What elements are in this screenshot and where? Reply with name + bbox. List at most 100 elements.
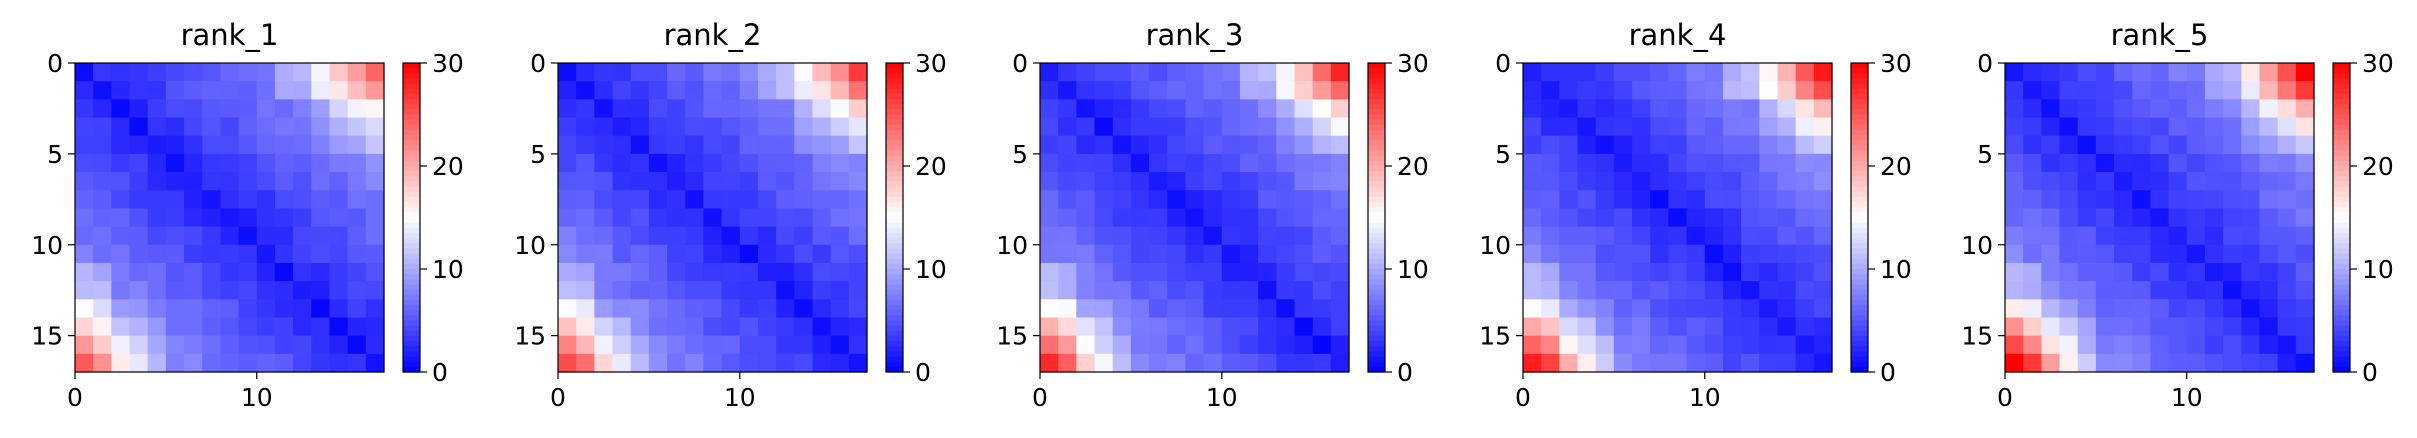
heatmap-cell	[1777, 135, 1797, 155]
colorbar-segment	[1368, 351, 1385, 358]
heatmap-cell	[1040, 299, 1059, 319]
heatmap-cell	[2241, 190, 2261, 210]
heatmap-cell	[703, 81, 723, 100]
heatmap-cell	[612, 335, 632, 355]
colorbar-segment	[886, 274, 903, 280]
heatmap-cell	[1759, 117, 1779, 137]
heatmap-cell	[794, 172, 814, 191]
heatmap-cell	[1813, 172, 1833, 191]
heatmap-cell	[293, 335, 312, 355]
heatmap-cell	[1130, 117, 1150, 137]
heatmap-cell	[256, 153, 276, 173]
heatmap-cell	[75, 226, 94, 246]
heatmap-cell	[594, 244, 614, 264]
heatmap-cell	[648, 317, 668, 337]
heatmap-cell	[347, 262, 367, 282]
heatmap-cell	[93, 226, 112, 246]
heatmap-cell	[2132, 99, 2152, 119]
colorbar-segment	[403, 135, 420, 141]
colorbar-segment	[2333, 320, 2350, 327]
colorbar-segment	[1368, 346, 1385, 352]
heatmap-cell	[1330, 353, 1350, 373]
colorbar-frame	[402, 62, 421, 373]
heatmap-cell	[2241, 281, 2261, 300]
heatmap-cell	[1759, 135, 1779, 155]
heatmap-cell	[2295, 244, 2315, 264]
x-tick-label: 10	[1689, 383, 1721, 412]
heatmap-cell	[1668, 262, 1688, 282]
heatmap-cell	[1795, 135, 1815, 155]
heatmap-cell	[1650, 299, 1670, 319]
heatmap-cell	[2259, 135, 2279, 155]
heatmap-cell	[757, 190, 777, 210]
heatmap-cell	[1595, 135, 1615, 155]
heatmap-cell	[2132, 281, 2152, 300]
heatmap-cell	[1040, 244, 1059, 264]
heatmap-cell	[685, 353, 705, 373]
heatmap-cell	[1813, 281, 1833, 300]
heatmap-cell	[1312, 172, 1332, 191]
colorbar-segment	[1851, 330, 1868, 337]
heatmap-cell	[667, 63, 686, 82]
heatmap-cell	[329, 281, 349, 300]
heatmap-cell	[1559, 117, 1579, 137]
heatmap-cell	[1312, 244, 1332, 264]
heatmap-cell	[1276, 208, 1296, 228]
heatmap-cell	[1330, 63, 1350, 82]
heatmap-cell	[558, 172, 577, 191]
heatmap-cell	[739, 190, 759, 210]
heatmap-cell	[776, 153, 795, 173]
colorbar-segment	[1851, 253, 1868, 260]
heatmap-cell	[1559, 281, 1579, 300]
heatmap-cell	[2005, 299, 2024, 319]
colorbar-tick-label: 10	[432, 255, 464, 284]
heatmap-cell	[812, 335, 832, 355]
heatmap-cell	[2259, 262, 2279, 282]
heatmap-cell	[594, 335, 614, 355]
colorbar-segment	[886, 305, 903, 311]
heatmap-cell	[1185, 190, 1205, 210]
colorbar-segment	[403, 207, 420, 213]
heatmap-cell	[721, 317, 741, 337]
colorbar-segment	[2333, 160, 2350, 167]
heatmap-cell	[630, 172, 650, 191]
heatmap-cell	[347, 281, 367, 300]
heatmap-cell	[93, 135, 112, 155]
heatmap-cell	[293, 244, 312, 264]
heatmap-cell	[365, 208, 385, 228]
colorbar-segment	[1368, 150, 1385, 157]
heatmap-cell	[667, 99, 686, 119]
heatmap-cell	[2295, 335, 2315, 355]
colorbar-segment	[1851, 274, 1868, 280]
heatmap-cells	[75, 63, 385, 373]
heatmap-cell	[1149, 190, 1168, 210]
heatmap-cell	[2295, 63, 2315, 82]
heatmap-cell	[1722, 99, 1742, 119]
heatmap-cell	[612, 281, 632, 300]
heatmap-cell	[165, 353, 185, 373]
heatmap-cell	[147, 117, 167, 137]
heatmap-cell	[812, 317, 832, 337]
heatmap-cell	[147, 281, 167, 300]
colorbar-segment	[1851, 258, 1868, 265]
heatmap-cell	[1149, 299, 1168, 319]
heatmap-cell	[1741, 335, 1760, 355]
heatmap-cell	[612, 63, 632, 82]
colorbar-frame	[1850, 62, 1869, 373]
heatmap-cell	[1094, 281, 1114, 300]
colorbar-segment	[1851, 196, 1868, 203]
heatmap-cell	[311, 244, 331, 264]
heatmap-cell	[1813, 335, 1833, 355]
heatmap-cell	[1613, 153, 1633, 173]
heatmap-cell	[1777, 281, 1797, 300]
heatmap-cell	[1632, 299, 1651, 319]
y-tick-label: 5	[1495, 140, 1511, 169]
heatmap-cell	[311, 172, 331, 191]
heatmap-cell	[75, 135, 94, 155]
heatmap-cell	[147, 172, 167, 191]
heatmap-cell	[1595, 208, 1615, 228]
heatmap-cell	[2204, 81, 2224, 100]
heatmap-cell	[1523, 353, 1542, 373]
